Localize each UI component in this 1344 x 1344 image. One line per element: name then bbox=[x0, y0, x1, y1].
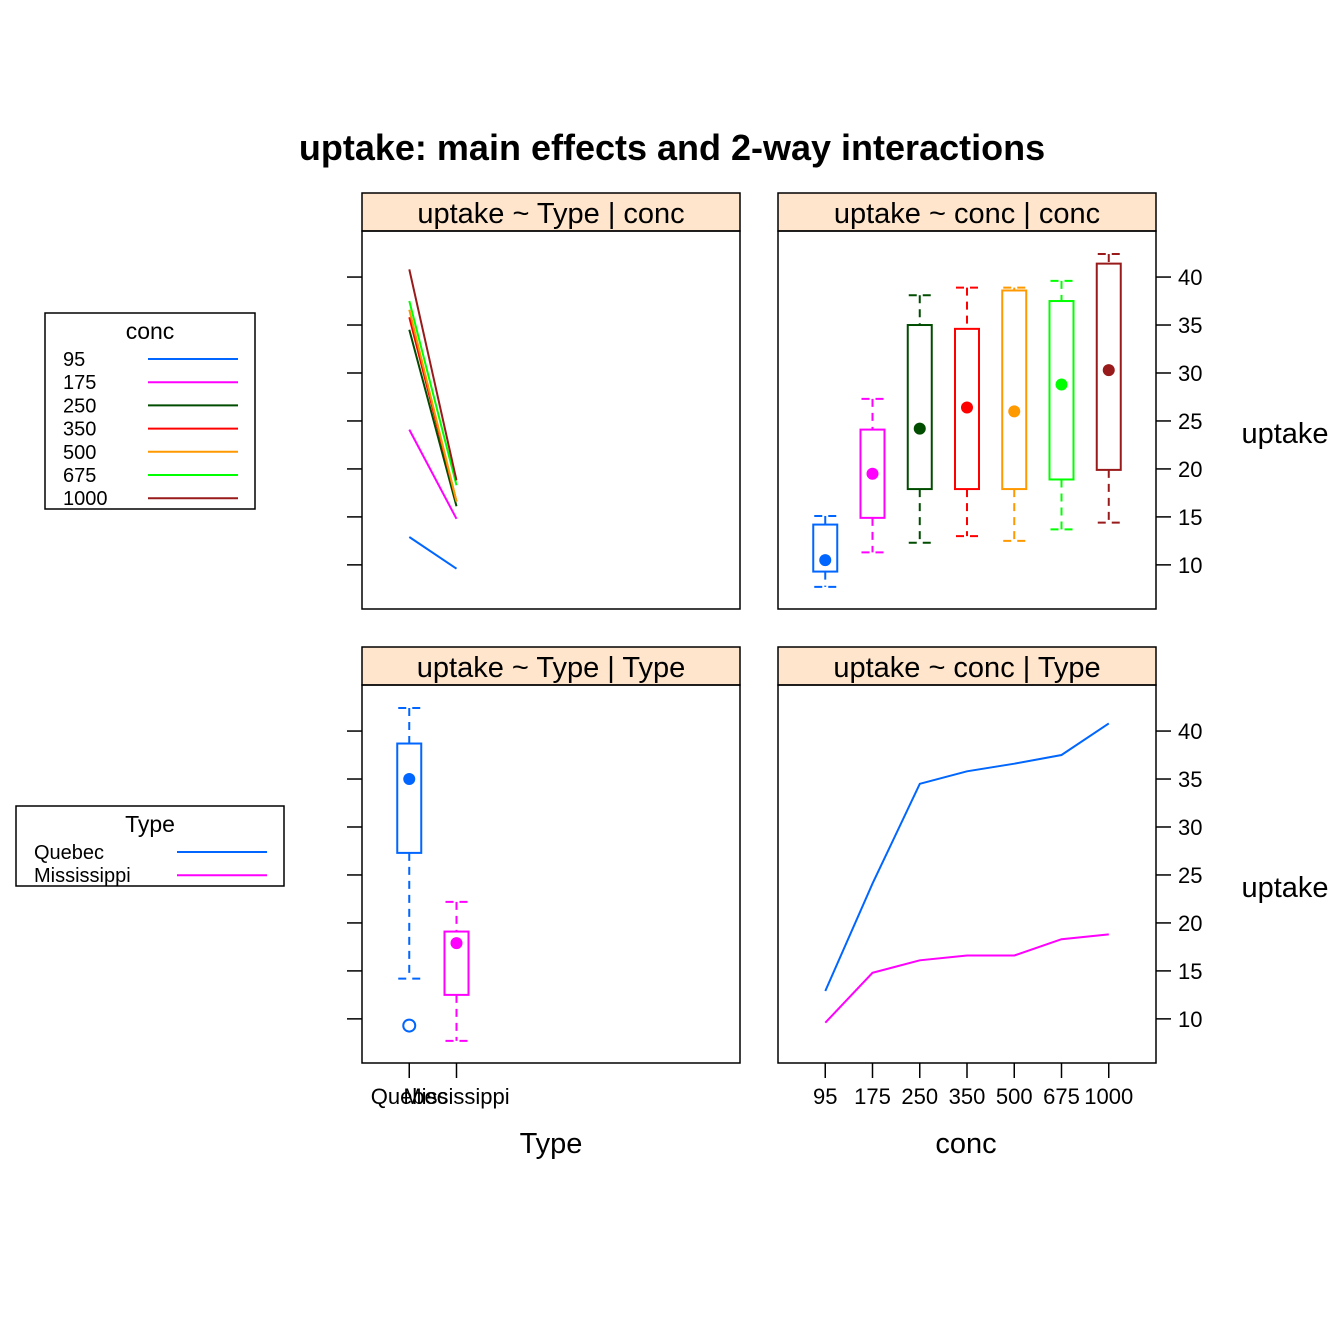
y-tick-label: 20 bbox=[1178, 911, 1202, 936]
y-tick-label: 40 bbox=[1178, 265, 1202, 290]
y-tick-label: 25 bbox=[1178, 863, 1202, 888]
panel-frame bbox=[361, 230, 741, 610]
y-tick-label: 10 bbox=[1178, 1007, 1202, 1032]
legend-conc-title: conc bbox=[126, 318, 175, 344]
chart-title: uptake: main effects and 2-way interacti… bbox=[299, 127, 1045, 168]
box-median bbox=[961, 401, 973, 414]
box-median bbox=[866, 467, 879, 480]
panel-strip-label: uptake ~ conc | conc bbox=[834, 198, 1100, 230]
series-line bbox=[408, 329, 458, 507]
panel-frame bbox=[777, 230, 1157, 610]
panel-strip-label: uptake ~ Type | Type bbox=[417, 652, 685, 684]
box-body bbox=[396, 742, 423, 854]
panel-frame bbox=[777, 684, 1157, 1064]
box-body bbox=[906, 324, 933, 491]
legend-conc-label: 500 bbox=[63, 442, 96, 464]
y-tick-label: 25 bbox=[1178, 409, 1202, 434]
y-tick-label: 30 bbox=[1178, 815, 1202, 840]
y-axis-label-bottom: uptake bbox=[1241, 872, 1328, 904]
box-body bbox=[812, 523, 839, 573]
box-outlier bbox=[402, 1018, 417, 1033]
box-mark bbox=[812, 514, 839, 588]
box-body bbox=[954, 327, 980, 491]
x-tick-label: 175 bbox=[854, 1084, 891, 1109]
box-body bbox=[1095, 262, 1122, 471]
legend-conc-label: 175 bbox=[63, 372, 96, 394]
y-tick-label: 15 bbox=[1178, 959, 1202, 984]
box-body bbox=[443, 930, 470, 996]
y-tick-label: 40 bbox=[1178, 719, 1202, 744]
x-tick-label: 95 bbox=[813, 1084, 837, 1109]
box-mark bbox=[954, 286, 980, 538]
box-median bbox=[1102, 364, 1115, 377]
series-line bbox=[408, 429, 458, 520]
x-tick-label: 1000 bbox=[1084, 1084, 1133, 1109]
x-tick-label: 250 bbox=[901, 1084, 938, 1109]
y-tick-label: 20 bbox=[1178, 457, 1202, 482]
x-tick-label: 350 bbox=[949, 1084, 986, 1109]
box-mark bbox=[1048, 279, 1075, 531]
y-tick-label: 10 bbox=[1178, 553, 1202, 578]
y-tick-label: 30 bbox=[1178, 361, 1202, 386]
box-mark bbox=[443, 900, 470, 1042]
legend-conc-box bbox=[44, 312, 256, 510]
y-tick-label: 35 bbox=[1178, 313, 1202, 338]
right-axis-labels: uptake uptake bbox=[1241, 418, 1328, 904]
legend-conc-label: 1000 bbox=[63, 488, 108, 510]
x-tick-label: 500 bbox=[996, 1084, 1033, 1109]
panel: uptake ~ conc | Type 10 15 20 25 30 35 40 95 175 2… bbox=[777, 646, 1202, 1109]
x-tick-label: Mississippi bbox=[403, 1084, 509, 1109]
box-median bbox=[403, 773, 416, 786]
panel: uptake ~ Type | conc bbox=[347, 192, 741, 610]
legend-type-title: Type bbox=[125, 811, 175, 837]
y-tick-label: 35 bbox=[1178, 767, 1202, 792]
panel-strip-label: uptake ~ conc | Type bbox=[833, 652, 1100, 684]
series-line bbox=[408, 536, 458, 570]
box-median bbox=[450, 937, 463, 950]
box-mark bbox=[396, 707, 423, 1033]
box-body bbox=[1001, 289, 1028, 491]
box-median bbox=[913, 422, 926, 435]
box-median bbox=[1008, 405, 1021, 418]
series-line bbox=[824, 933, 1109, 1024]
series-line bbox=[408, 300, 458, 486]
series-line bbox=[824, 722, 1110, 992]
box-mark bbox=[1001, 286, 1028, 542]
legend-type-label: Mississippi bbox=[34, 865, 131, 887]
box-median bbox=[1055, 378, 1068, 391]
y-axis-label-top: uptake bbox=[1241, 418, 1328, 450]
y-tick-label: 15 bbox=[1178, 505, 1202, 530]
panel-frame bbox=[361, 684, 741, 1064]
box-body bbox=[1048, 300, 1075, 481]
box-mark bbox=[1095, 253, 1122, 524]
legend-conc-label: 95 bbox=[63, 349, 85, 371]
legend-type-label: Quebec bbox=[34, 842, 104, 864]
series-line bbox=[408, 269, 458, 481]
legend-type-box bbox=[15, 805, 285, 887]
legend-conc-label: 250 bbox=[63, 395, 96, 417]
x-axis-label-conc: conc bbox=[935, 1128, 996, 1160]
series-line bbox=[408, 309, 458, 502]
box-mark bbox=[859, 397, 886, 554]
panel-strip bbox=[777, 646, 1157, 686]
x-axis-label-type: Type bbox=[520, 1128, 583, 1160]
x-tick-label: Quebec bbox=[371, 1084, 448, 1109]
panel-strip-label: uptake ~ Type | conc bbox=[417, 198, 684, 230]
box-median bbox=[819, 554, 832, 567]
box-body bbox=[859, 428, 886, 519]
panel: uptake ~ conc | conc 10 15 20 25 30 35 40 bbox=[777, 192, 1202, 610]
box-mark bbox=[906, 294, 933, 544]
x-tick-label: 675 bbox=[1043, 1084, 1080, 1109]
legend-conc-label: 675 bbox=[63, 465, 96, 487]
legend-conc-label: 350 bbox=[63, 419, 96, 441]
panel-strip bbox=[361, 646, 741, 686]
panel-strip bbox=[361, 192, 741, 232]
